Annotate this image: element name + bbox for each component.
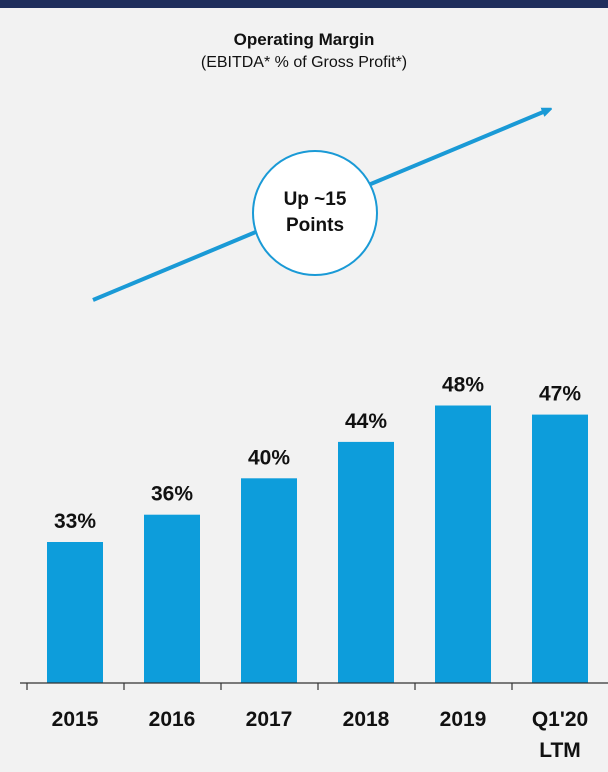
bar-2019 <box>435 405 491 683</box>
callout-line-2: Points <box>285 215 345 236</box>
bars-group: 33% 36% 40% 44% 48% 47% <box>47 374 588 683</box>
x-tick-label: 2018 <box>343 708 390 731</box>
increase-callout: Up ~15 Points <box>252 150 378 276</box>
bar-Q1'20-LTM <box>532 414 588 683</box>
x-tick-label: 2017 <box>246 708 293 731</box>
data-label: 36% <box>151 483 193 506</box>
header-rule <box>0 0 608 8</box>
data-label: 48% <box>442 374 484 397</box>
x-tick-label: 2016 <box>149 708 196 731</box>
x-tick-label: LTM <box>539 739 581 762</box>
x-axis: 2015 2016 2017 2018 2019 Q1'20 LTM <box>20 682 608 762</box>
callout-line-1: Up ~15 <box>283 189 347 210</box>
bar-2016 <box>144 514 200 683</box>
chart-title: Operating Margin <box>233 30 375 49</box>
x-tick-label: 2019 <box>440 708 487 731</box>
x-tick-label: Q1'20 <box>532 708 588 731</box>
bar-2018 <box>338 441 394 683</box>
data-label: 33% <box>54 510 96 533</box>
data-label: 44% <box>345 410 387 433</box>
chart-subtitle: (EBITDA* % of Gross Profit*) <box>200 54 408 71</box>
bar-2017 <box>241 478 297 683</box>
x-tick-label: 2015 <box>52 708 99 731</box>
data-label: 40% <box>248 446 290 469</box>
bar-2015 <box>47 542 103 683</box>
data-label: 47% <box>539 383 581 406</box>
